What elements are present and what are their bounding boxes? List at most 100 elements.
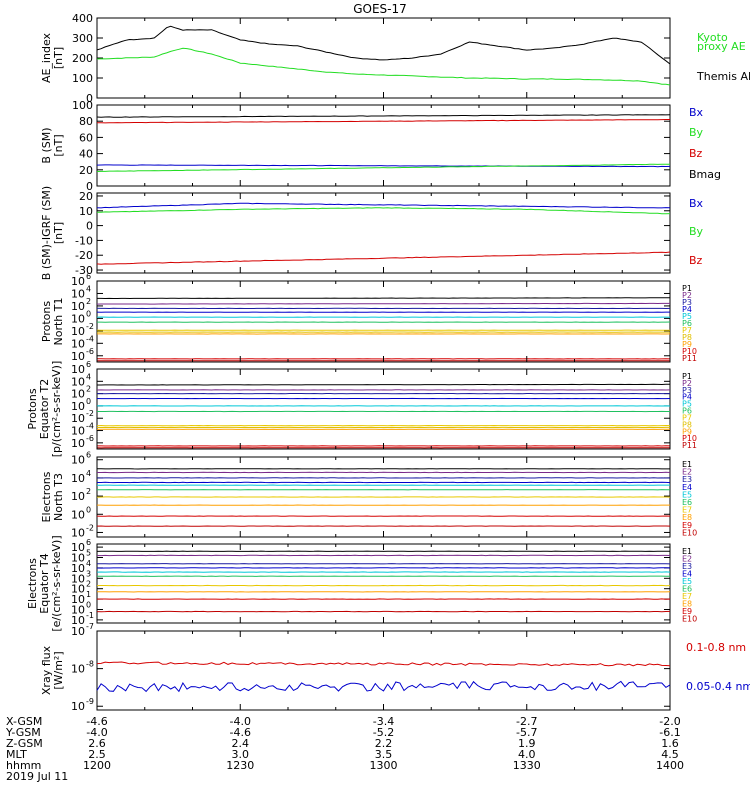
y-tick-exponent: -9: [86, 697, 94, 706]
legend-entry: By: [689, 225, 704, 238]
legend-entry: P5: [682, 312, 692, 321]
legend-entry: P3: [682, 298, 692, 307]
y-tick-exponent: 4: [86, 372, 91, 381]
legend-entry: E3: [682, 562, 692, 571]
legend-entry: E1: [682, 460, 692, 469]
legend-entry: E4: [682, 483, 692, 492]
y-tick-label: 300: [72, 32, 93, 45]
y-tick-exponent: 3: [86, 569, 91, 578]
x-tick-label: 1.6: [661, 737, 679, 750]
y-tick-label: 10: [71, 287, 85, 300]
series-line-by: [97, 207, 671, 215]
x-tick-label: -4.6: [230, 726, 251, 739]
legend-entry: P4: [682, 393, 692, 402]
y-tick-label: 10: [71, 350, 85, 363]
legend-entry: E5: [682, 490, 692, 499]
y-tick-exponent: -2: [86, 322, 94, 331]
y-tick-label: 10: [71, 663, 85, 676]
legend-entry: P8: [682, 333, 692, 342]
x-tick-label: 2.4: [232, 737, 250, 750]
y-tick-label: 10: [71, 583, 85, 596]
x-tick-label: 1.9: [518, 737, 536, 750]
y-tick-label: 10: [71, 614, 85, 627]
legend-entry: E8: [682, 513, 692, 522]
legend-entry: Kyoto: [697, 31, 728, 44]
y-tick-label: 0: [86, 92, 93, 105]
y-tick-label: 10: [71, 363, 85, 376]
y-axis-label: AE_index: [40, 32, 53, 83]
x-tick-label: 1400: [656, 759, 684, 772]
y-tick-label: 10: [71, 412, 85, 425]
y-tick-exponent: -6: [86, 347, 94, 356]
legend-entry: E10: [682, 615, 697, 624]
x-tick-label: 1230: [226, 759, 254, 772]
y-tick-label: 10: [71, 603, 85, 616]
x-axis-row-label: hhmm: [6, 759, 41, 772]
y-axis-label: Electrons: [26, 558, 39, 609]
y-tick-label: 10: [71, 508, 85, 521]
legend-entry: P10: [682, 434, 697, 443]
legend-entry: proxy AE: [697, 40, 746, 53]
legend-entry: E1: [682, 547, 692, 556]
legend-entry: E4: [682, 570, 692, 579]
y-tick-label: 10: [71, 312, 85, 325]
y-tick-label: 10: [71, 400, 85, 413]
y-tick-exponent: -2: [86, 523, 94, 532]
x-tick-label: 4.0: [518, 748, 536, 761]
y-tick-exponent: 0: [86, 397, 91, 406]
y-tick-label: 10: [71, 541, 85, 554]
y-tick-label: 100: [72, 99, 93, 112]
x-tick-label: 1300: [370, 759, 398, 772]
y-tick-label: 200: [72, 52, 93, 65]
y-tick-label: 10: [79, 205, 93, 218]
legend-entry: E9: [682, 607, 692, 616]
series-line-p1: [97, 297, 670, 300]
y-axis-label: [nT]: [52, 222, 65, 244]
y-tick-exponent: 2: [86, 580, 91, 589]
y-tick-exponent: 6: [86, 451, 91, 460]
y-tick-label: 20: [79, 164, 93, 177]
y-tick-label: 10: [71, 325, 85, 338]
y-tick-label: 60: [79, 131, 93, 144]
y-tick-label: 10: [71, 300, 85, 313]
y-tick-label: 100: [72, 72, 93, 85]
y-tick-exponent: 0: [86, 600, 91, 609]
y-tick-label: 10: [71, 425, 85, 438]
legend-entry: E8: [682, 600, 692, 609]
legend-entry: P9: [682, 340, 692, 349]
y-tick-exponent: 6: [86, 360, 91, 369]
legend-entry: Bz: [689, 254, 703, 267]
y-tick-label: 10: [71, 337, 85, 350]
x-tick-label: -4.6: [86, 715, 107, 728]
legend-entry: Bz: [689, 147, 703, 160]
x-tick-label: 2.2: [375, 737, 393, 750]
legend-entry: P11: [682, 354, 697, 363]
x-tick-label: 1330: [513, 759, 541, 772]
legend-entry: E9: [682, 521, 692, 530]
series-line-0-1-0-8-nm: [96, 661, 671, 667]
legend-entry: P8: [682, 420, 692, 429]
legend-entry: P4: [682, 305, 692, 314]
y-tick-label: -20: [75, 249, 93, 262]
legend-entry: P9: [682, 427, 692, 436]
legend-entry: P3: [682, 386, 692, 395]
y-tick-exponent: 5: [86, 549, 91, 558]
x-tick-label: -5.2: [373, 726, 394, 739]
y-tick-label: 10: [71, 562, 85, 575]
y-axis-label: [nT]: [52, 134, 65, 156]
y-tick-label: 0: [86, 220, 93, 233]
y-tick-label: 10: [71, 700, 85, 713]
legend-entry: P2: [682, 291, 692, 300]
y-axis-label: [e/(cm²-s-sr-keV)]: [50, 535, 63, 631]
series-line-bx: [96, 202, 671, 209]
panel-frame: [96, 280, 671, 363]
y-tick-exponent: -7: [86, 622, 94, 631]
legend-entry: Themis AE: [696, 70, 750, 83]
y-tick-exponent: 2: [86, 487, 91, 496]
